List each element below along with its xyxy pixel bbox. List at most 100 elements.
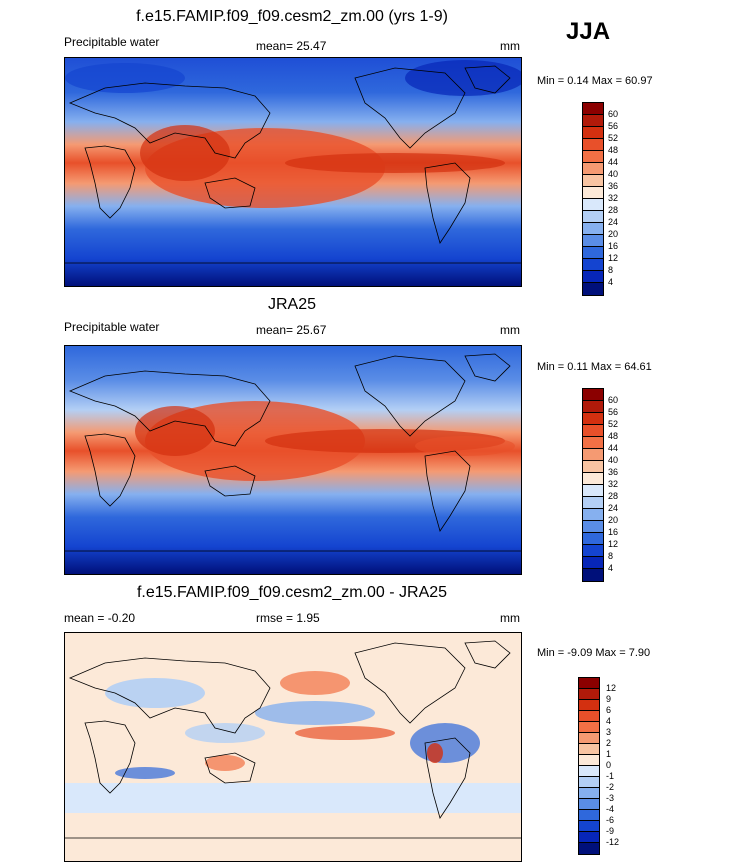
panel2-tick-5: 44	[608, 443, 619, 453]
panel3-colorbar-swatch-3	[579, 700, 599, 711]
panel3-colorbar-swatch-8	[579, 755, 599, 766]
panel3-units: mm	[500, 611, 520, 625]
panel1-tick-10: 24	[608, 217, 619, 227]
panel2-colorbar-swatch-7	[583, 461, 603, 473]
panel2-tick-6: 40	[608, 455, 619, 465]
panel2-tick-4: 48	[608, 431, 619, 441]
panel2-colorbar-swatch-8	[583, 473, 603, 485]
panel1-colorbar-swatch-16	[583, 283, 603, 295]
panel3-colorbar-swatch-12	[579, 799, 599, 810]
panel2-colorbar-swatch-1	[583, 389, 603, 401]
panel3-red-4	[427, 743, 443, 763]
season-label: JJA	[566, 18, 611, 45]
panel2-colorbar-swatch-6	[583, 449, 603, 461]
panel1-arctic	[405, 60, 521, 96]
panel3-map	[64, 632, 522, 862]
panel3-tick-9: -1	[606, 771, 615, 781]
panel2-tick-8: 32	[608, 479, 619, 489]
panel1-colorbar-swatch-14	[583, 259, 603, 271]
panel3-south-band	[65, 783, 521, 813]
panel2-tick-12: 16	[608, 527, 619, 537]
panel3-tick-1: 12	[606, 683, 617, 693]
panel3-colorbar-swatch-5	[579, 722, 599, 733]
panel1-colorbar	[582, 102, 604, 296]
panel2-colorbar-swatch-4	[583, 425, 603, 437]
panel2-monsoon	[135, 406, 215, 456]
panel2-map	[64, 345, 522, 575]
panel1-tick-15: 4	[608, 277, 614, 287]
panel2-tick-10: 24	[608, 503, 619, 513]
panel2-coastlines	[65, 353, 521, 552]
panel1-colorbar-swatch-7	[583, 175, 603, 187]
panel3-title: f.e15.FAMIP.f09_f09.cesm2_zm.00 - JRA25	[136, 584, 448, 601]
panel1-colorbar-swatch-10	[583, 211, 603, 223]
panel1-tick-13: 12	[608, 253, 619, 263]
panel3-tick-13: -6	[606, 815, 615, 825]
panel1-tick-6: 40	[608, 169, 619, 179]
panel1-colorbar-swatch-5	[583, 151, 603, 163]
panel1-itcz	[285, 153, 505, 173]
panel3-colorbar-swatch-4	[579, 711, 599, 722]
panel2-colorbar-swatch-9	[583, 485, 603, 497]
panel1-tick-2: 56	[608, 121, 619, 131]
panel3-colorbar-swatch-11	[579, 788, 599, 799]
panel3-colorbar-swatch-6	[579, 733, 599, 744]
panel3-tick-8: 0	[606, 760, 612, 770]
panel1-title: f.e15.FAMIP.f09_f09.cesm2_zm.00 (yrs 1-9…	[136, 8, 448, 25]
panel1-colorbar-swatch-2	[583, 115, 603, 127]
panel2-colorbar-swatch-15	[583, 557, 603, 569]
panel3-map-svg	[65, 633, 521, 861]
panel1-tick-4: 48	[608, 145, 619, 155]
panel3-minmax: Min = -9.09 Max = 7.90	[537, 647, 651, 659]
panel3-red-2	[280, 671, 350, 695]
panel2-tick-9: 28	[608, 491, 619, 501]
panel1-minmax: Min = 0.14 Max = 60.97	[537, 75, 653, 87]
panel1-tick-11: 20	[608, 229, 619, 239]
panel2-title: JRA25	[267, 296, 317, 313]
panel3-colorbar-swatch-15	[579, 832, 599, 843]
panel2-tick-15: 4	[608, 563, 614, 573]
panel1-tick-7: 36	[608, 181, 619, 191]
panel1-colorbar-swatch-15	[583, 271, 603, 283]
panel2-tick-14: 8	[608, 551, 614, 561]
panel1-coastlines	[65, 65, 521, 264]
panel3-rmse-label: rmse = 1.95	[256, 611, 320, 625]
panel3-tick-11: -3	[606, 793, 615, 803]
panel3-colorbar-swatch-9	[579, 766, 599, 777]
panel1-colorbar-swatch-3	[583, 127, 603, 139]
panel1-tick-5: 44	[608, 157, 619, 167]
panel3-colorbar-swatch-1	[579, 678, 599, 689]
panel1-colorbar-swatch-13	[583, 247, 603, 259]
panel3-tick-6: 2	[606, 738, 612, 748]
panel2-tick-2: 56	[608, 407, 619, 417]
panel3-tick-7: 1	[606, 749, 612, 759]
panel1-tick-9: 28	[608, 205, 619, 215]
panel2-units: mm	[500, 323, 520, 337]
panel3-tick-4: 4	[606, 716, 612, 726]
panel2-tick-3: 52	[608, 419, 619, 429]
panel2-colorbar-swatch-2	[583, 401, 603, 413]
panel3-colorbar	[578, 677, 600, 855]
panel1-colorbar-swatch-4	[583, 139, 603, 151]
panel1-colorbar-swatch-11	[583, 223, 603, 235]
panel3-tick-10: -2	[606, 782, 615, 792]
panel3-tick-5: 3	[606, 727, 612, 737]
panel3-red-3	[205, 755, 245, 771]
panel2-tick-11: 20	[608, 515, 619, 525]
panel2-atlantic	[415, 436, 515, 456]
panel3-blue-2	[255, 701, 375, 725]
panel3-colorbar-swatch-7	[579, 744, 599, 755]
panel2-colorbar-swatch-16	[583, 569, 603, 581]
panel3-tick-2: 9	[606, 694, 612, 704]
panel3-coastlines	[65, 640, 521, 839]
panel2-tick-1: 60	[608, 395, 619, 405]
panel1-colorbar-swatch-1	[583, 103, 603, 115]
panel3-colorbar-swatch-10	[579, 777, 599, 788]
panel2-colorbar-swatch-5	[583, 437, 603, 449]
panel2-colorbar-swatch-12	[583, 521, 603, 533]
panel3-blue-1	[105, 678, 205, 708]
panel1-monsoon	[140, 125, 230, 181]
panel3-mean-label: mean = -0.20	[64, 611, 136, 625]
panel1-colorbar-swatch-9	[583, 199, 603, 211]
panel3-blue-4	[185, 723, 265, 743]
